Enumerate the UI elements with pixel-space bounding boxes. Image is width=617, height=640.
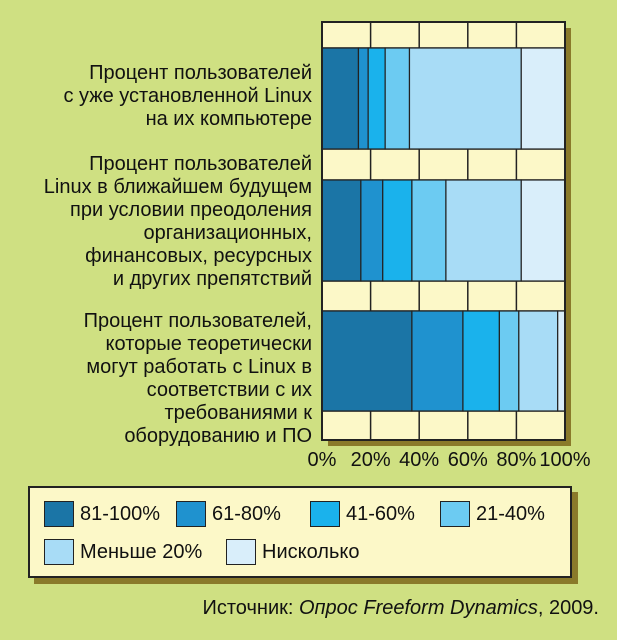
bar-segment [520,179,566,282]
legend-item: 41-60% [310,500,415,528]
bar-segment [518,310,559,412]
legend-swatch [310,501,340,527]
legend-swatch [176,501,206,527]
bar-segment [384,47,411,150]
legend-item: 61-80% [176,500,281,528]
legend-swatch [44,539,74,565]
bar-segment [382,179,413,282]
legend-swatch [226,539,256,565]
legend-item: Меньше 20% [44,538,202,566]
legend-item: 81-100% [44,500,160,528]
bar-segment [408,47,522,150]
legend-label: Меньше 20% [80,540,203,563]
category-label: Процент пользователей с уже установленно… [63,62,312,130]
source-suffix: , 2009. [537,597,599,619]
bar-segment [321,310,413,412]
bar-segment [321,47,360,150]
legend-swatch [440,501,470,527]
legend-label: Нисколько [262,540,360,563]
plot-border [321,21,566,441]
bar-segment [462,310,500,412]
legend-swatch [44,501,74,527]
bar-segment [520,47,566,150]
bar-segment [498,310,520,412]
source-note: Источник: Опрос Freeform Dynamics, 2009. [202,597,599,620]
legend-label: 81-100% [80,502,161,525]
bar-segment [367,47,386,150]
x-tick-label: 60% [447,449,488,471]
bar-segment [411,310,464,412]
category-label: Процент пользователей Linux в ближайшем … [43,153,312,290]
legend-label: 61-80% [212,502,281,525]
bar-segment [557,310,566,412]
bar-segment [411,179,447,282]
x-tick-label: 40% [399,449,440,471]
bar-segment [321,179,362,282]
legend: 81-100% 61-80% 41-60% 21-40% Меньше 20% Ниско… [28,486,572,578]
legend-label: 41-60% [346,502,415,525]
bar-segment [357,47,369,150]
x-tick-label: 100% [539,449,591,471]
source-publication: Опрос Freeform Dynamics [298,597,538,619]
bar-segment [360,179,384,282]
legend-item: Нисколько [226,538,359,566]
bar-segment [445,179,522,282]
x-tick-label: 20% [350,449,391,471]
source-prefix: Источник: [202,597,299,619]
x-tick-label: 80% [496,449,537,471]
legend-label: 21-40% [476,502,545,525]
legend-item: 21-40% [440,500,545,528]
x-tick-label: 0% [307,449,337,471]
category-label: Процент пользователей, которые теоретиче… [83,310,312,447]
